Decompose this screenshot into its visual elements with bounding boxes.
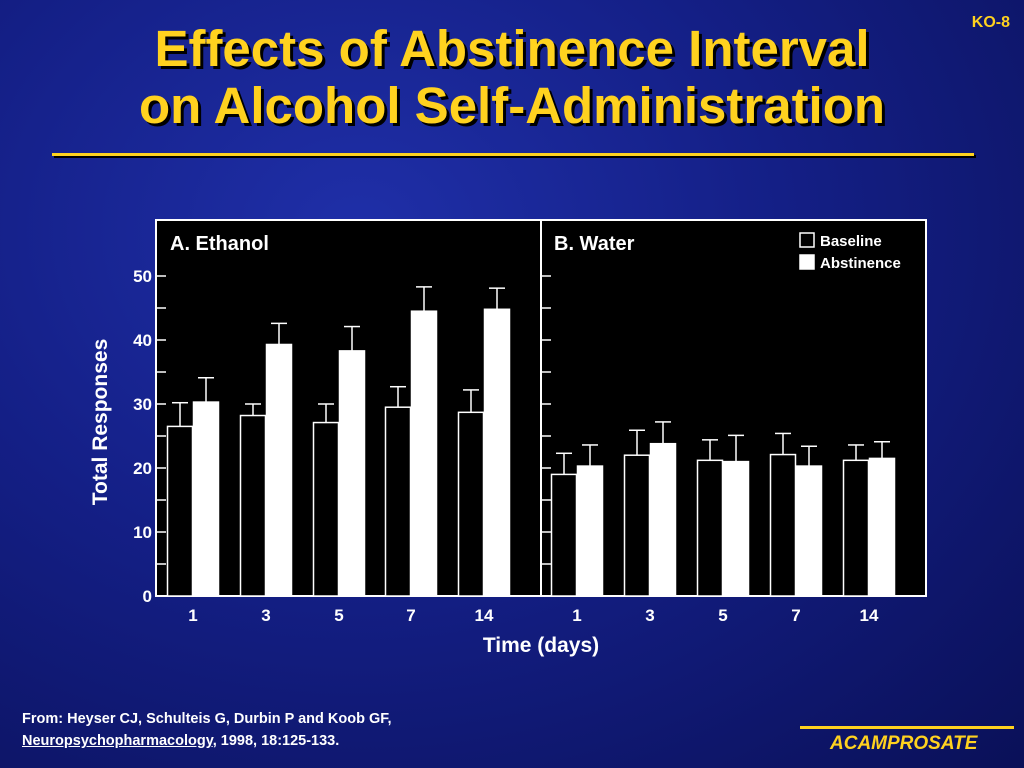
y-tick-label: 0	[143, 587, 152, 606]
bar-baseline-water-day-5	[696, 459, 724, 597]
bar-baseline-ethanol-day-5	[312, 421, 340, 597]
x-tick-label: 1	[572, 606, 581, 625]
panel-a-title: A. Ethanol	[170, 233, 269, 255]
legend-swatch-abstinence	[799, 254, 815, 270]
bar-baseline-water-day-3	[623, 454, 651, 597]
x-tick-label: 7	[791, 606, 800, 625]
bar-abstinence-ethanol-day-3	[265, 343, 293, 597]
citation-line-1: From: Heyser CJ, Schulteis G, Durbin P a…	[22, 711, 392, 727]
bar-abstinence-ethanol-day-1	[192, 401, 220, 597]
brand-underline	[800, 726, 1014, 729]
bar-chart: 0 10 20 30 40 50 Total Responses Time (days) A. …	[89, 220, 926, 657]
x-tick-label: 1	[188, 606, 197, 625]
slide-title: Effects of Abstinence Interval on Alcoho…	[0, 20, 1024, 134]
x-tick-label: 5	[718, 606, 727, 625]
citation-line-2: Neuropsychopharmacology, 1998, 18:125-13…	[22, 730, 392, 752]
citation-details: , 1998, 18:125-133.	[212, 733, 340, 749]
y-axis-label: Total Responses	[89, 339, 112, 505]
y-tick-label: 30	[133, 395, 152, 414]
x-axis-label: Time (days)	[483, 634, 599, 657]
x-tick-label: 3	[261, 606, 270, 625]
x-tick-label: 3	[645, 606, 654, 625]
slide-id: KO-8	[971, 14, 1010, 31]
citation: From: Heyser CJ, Schulteis G, Durbin P a…	[22, 708, 392, 752]
legend-label-baseline: Baseline	[820, 233, 882, 250]
bar-abstinence-ethanol-day-5	[338, 350, 366, 597]
y-tick-label: 40	[133, 331, 152, 350]
bar-abstinence-water-day-3	[649, 442, 677, 597]
bar-baseline-ethanol-day-14	[457, 411, 485, 597]
x-tick-label: 14	[475, 606, 494, 625]
bar-baseline-ethanol-day-1	[166, 425, 194, 597]
bar-baseline-ethanol-day-3	[239, 414, 267, 597]
bar-baseline-ethanol-day-7	[384, 406, 412, 597]
bar-abstinence-ethanol-day-14	[483, 308, 511, 597]
title-underline	[52, 153, 974, 156]
title-line-1: Effects of Abstinence Interval	[154, 20, 870, 77]
panel-b-title: B. Water	[554, 233, 635, 255]
x-tick-label: 7	[406, 606, 415, 625]
y-tick-label: 20	[133, 459, 152, 478]
citation-journal: Neuropsychopharmacology	[22, 733, 213, 749]
bar-abstinence-ethanol-day-7	[410, 310, 438, 597]
bar-abstinence-water-day-1	[576, 465, 604, 597]
bar-baseline-water-day-14	[842, 459, 870, 597]
bar-abstinence-water-day-5	[722, 460, 750, 597]
x-tick-label: 14	[860, 606, 879, 625]
legend-label-abstinence: Abstinence	[820, 255, 901, 272]
x-tick-label: 5	[334, 606, 343, 625]
y-tick-label: 50	[133, 267, 152, 286]
title-line-2: on Alcohol Self-Administration	[138, 77, 886, 134]
bar-baseline-water-day-1	[550, 473, 578, 597]
legend-swatch-baseline	[799, 232, 815, 248]
brand-label: ACAMPROSATE	[830, 733, 978, 754]
bar-abstinence-water-day-7	[795, 465, 823, 597]
bar-abstinence-water-day-14	[868, 457, 896, 597]
bar-baseline-water-day-7	[769, 453, 797, 597]
y-tick-label: 10	[133, 523, 152, 542]
